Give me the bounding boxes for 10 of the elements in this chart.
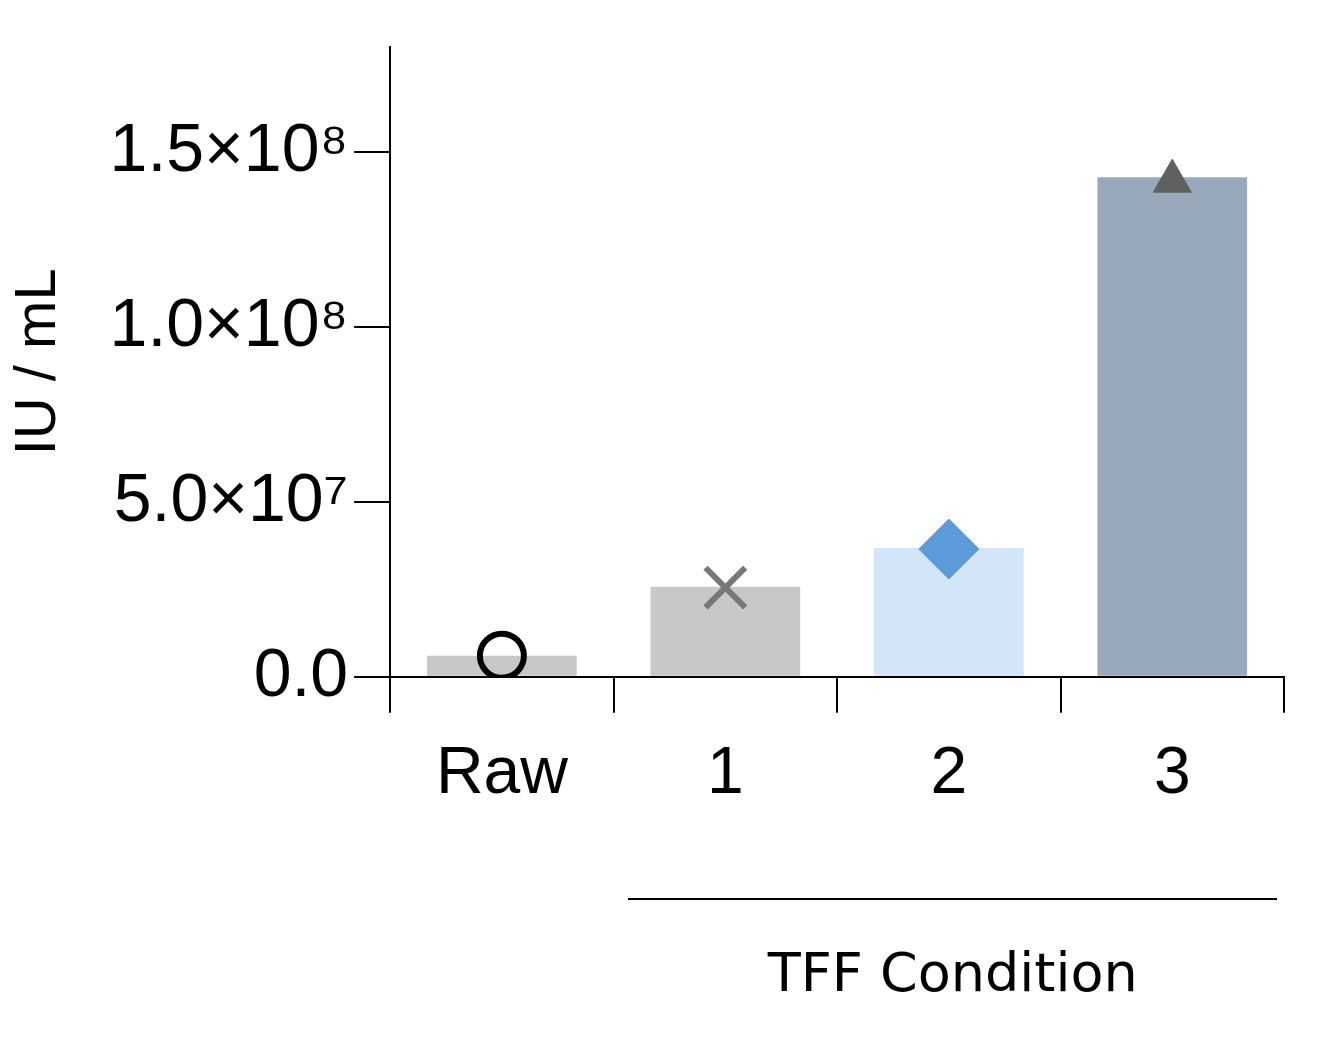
x-tick-label: 3 xyxy=(1153,732,1191,807)
x-tick-label: 1 xyxy=(706,732,744,807)
x-tick-label: 2 xyxy=(930,732,968,807)
y-tick-label: 1.0×10⁸ xyxy=(109,283,349,360)
x-tick-label: Raw xyxy=(435,732,569,807)
y-tick-label: 5.0×10⁷ xyxy=(113,458,349,535)
y-axis-title: IU / mL xyxy=(1,268,67,456)
x-axis-title: TFF Condition xyxy=(766,941,1139,1004)
y-tick-label: 1.5×10⁸ xyxy=(109,108,349,185)
y-tick-label: 0.0 xyxy=(253,633,349,710)
